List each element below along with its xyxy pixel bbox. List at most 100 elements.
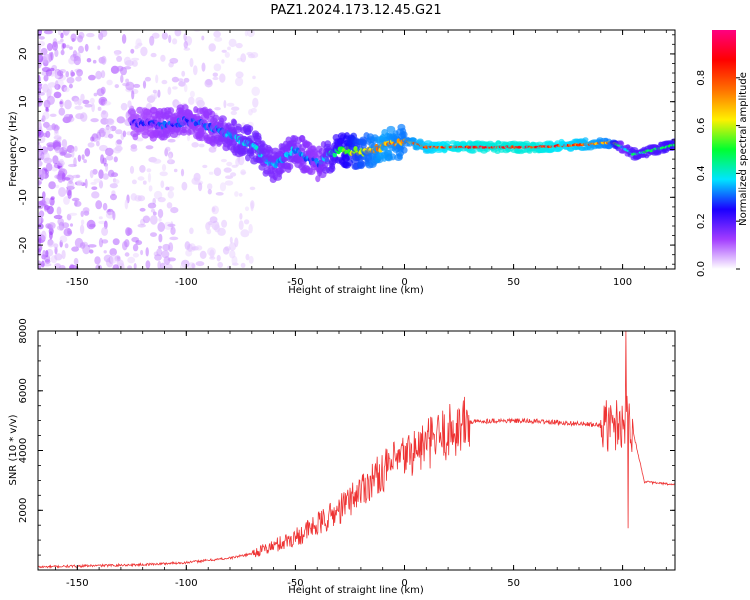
- noise-blob: [214, 224, 221, 233]
- noise-blob: [38, 156, 42, 162]
- noise-blob: [220, 158, 227, 163]
- noise-blob: [40, 169, 46, 180]
- noise-blob: [73, 145, 78, 152]
- noise-blob: [238, 192, 243, 197]
- colorbar-label: Normalized spectral amplitude: [738, 72, 749, 226]
- noise-blob: [56, 160, 65, 166]
- noise-blob: [131, 179, 137, 185]
- noise-blob: [131, 57, 140, 61]
- noise-blob: [157, 89, 161, 98]
- noise-blob: [38, 40, 45, 47]
- noise-blob: [59, 235, 68, 243]
- noise-blob: [195, 245, 203, 251]
- ridge-halo: [328, 165, 336, 173]
- noise-blob: [67, 227, 71, 236]
- noise-blob: [180, 263, 187, 269]
- noise-blob: [38, 91, 45, 96]
- noise-blob: [47, 240, 55, 248]
- noise-blob: [82, 207, 90, 214]
- noise-blob: [57, 40, 63, 45]
- noise-blob: [193, 65, 198, 76]
- noise-blob: [172, 38, 178, 45]
- noise-blob: [240, 169, 246, 176]
- noise-blob: [148, 185, 153, 192]
- noise-blob: [167, 86, 172, 96]
- ridge-halo: [522, 140, 531, 146]
- noise-blob: [150, 52, 157, 58]
- noise-blob: [198, 143, 205, 148]
- noise-blob: [199, 250, 207, 259]
- noise-blob: [75, 113, 85, 120]
- noise-blob: [49, 113, 57, 118]
- noise-blob: [98, 216, 103, 220]
- noise-blob: [89, 249, 94, 254]
- noise-blob: [163, 256, 171, 265]
- noise-blob: [116, 55, 123, 63]
- noise-blob: [100, 154, 105, 165]
- noise-blob: [238, 220, 244, 231]
- noise-blob: [231, 106, 240, 111]
- y-tick-label: 2000: [18, 498, 29, 523]
- noise-blob: [52, 41, 58, 51]
- noise-blob: [53, 91, 62, 99]
- noise-blob: [68, 83, 73, 89]
- noise-blob: [248, 108, 253, 116]
- noise-blob: [65, 30, 71, 34]
- noise-blob: [59, 151, 66, 157]
- noise-blob: [93, 92, 98, 97]
- noise-blob: [183, 77, 190, 83]
- noise-blob: [147, 202, 157, 209]
- noise-blob: [135, 240, 143, 246]
- noise-blob: [60, 32, 64, 39]
- noise-blob: [219, 73, 226, 83]
- noise-blob: [245, 253, 250, 261]
- y-tick-label: 20: [18, 48, 29, 61]
- noise-blob: [68, 163, 77, 168]
- noise-blob: [157, 208, 164, 219]
- noise-blob: [47, 144, 54, 152]
- noise-blob: [54, 146, 62, 154]
- spectrogram-ylabel: Frequency (Hz): [8, 111, 19, 187]
- ridge-halo: [231, 119, 238, 127]
- noise-blob: [209, 216, 218, 224]
- noise-blob: [63, 177, 71, 181]
- noise-blob: [252, 75, 256, 80]
- noise-blob: [189, 57, 194, 68]
- noise-blob: [46, 95, 55, 106]
- noise-blob: [88, 74, 96, 81]
- noise-blob: [154, 254, 162, 261]
- noise-blob: [229, 250, 236, 259]
- noise-blob: [127, 100, 132, 108]
- noise-blob: [75, 174, 81, 179]
- noise-blob: [90, 118, 99, 123]
- ridge-halo: [249, 151, 255, 159]
- noise-blob: [90, 136, 95, 142]
- noise-blob: [101, 226, 109, 236]
- noise-blob: [80, 93, 85, 102]
- noise-blob: [44, 205, 50, 211]
- noise-blob: [38, 149, 43, 157]
- noise-blob: [132, 253, 139, 258]
- noise-blob: [91, 186, 98, 190]
- noise-blob: [41, 67, 51, 72]
- noise-blob: [55, 184, 60, 189]
- noise-blob: [222, 246, 230, 255]
- noise-blob: [137, 195, 146, 202]
- noise-blob: [208, 171, 214, 175]
- noise-blob: [68, 57, 76, 65]
- colorbar: 0.0 0.2 0.4 0.6 0.8 Normalized spectral ampl…: [696, 30, 749, 277]
- noise-blob: [105, 211, 115, 219]
- noise-blob: [59, 265, 66, 269]
- noise-blob: [45, 124, 55, 131]
- noise-blob: [86, 58, 92, 63]
- noise-blob: [66, 77, 75, 84]
- noise-blob: [90, 181, 97, 185]
- noise-blob: [206, 221, 213, 226]
- noise-blob: [58, 187, 67, 197]
- ridge-halo: [469, 149, 477, 154]
- noise-blob: [41, 197, 46, 205]
- noise-blob: [46, 43, 53, 51]
- ridge-core: [672, 143, 675, 147]
- noise-blob: [87, 142, 95, 148]
- noise-blob: [169, 236, 179, 241]
